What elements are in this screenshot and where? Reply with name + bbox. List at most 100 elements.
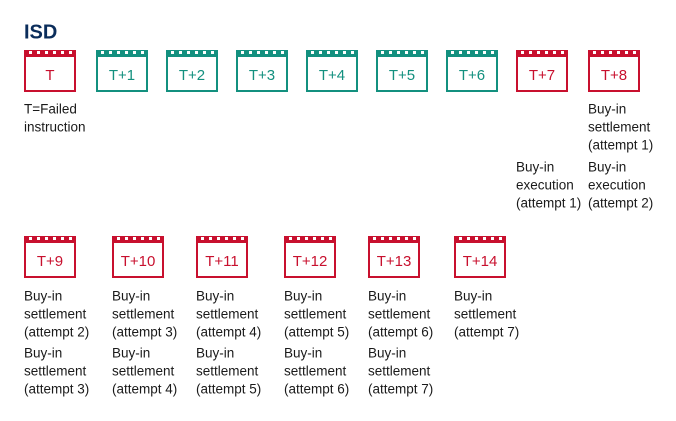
calendar-ring (125, 51, 128, 54)
day-label: T+1 (109, 67, 135, 84)
calendar-ring (29, 51, 32, 54)
calendar-ring (389, 51, 392, 54)
calendar-ring (233, 237, 236, 240)
calendar-ring (459, 237, 462, 240)
calendar-band (96, 50, 148, 57)
calendar-ring (521, 51, 524, 54)
note-line: (attempt 2) (588, 196, 653, 211)
calendar-band (516, 50, 568, 57)
calendar-ring (553, 51, 556, 54)
calendar-ring (61, 51, 64, 54)
calendar-ring (69, 51, 72, 54)
note-line: Buy-in (24, 289, 62, 304)
calendar-ring (373, 237, 376, 240)
note-line: Buy-in (196, 289, 234, 304)
note-line: (attempt 3) (112, 325, 177, 340)
note-line: settlement (284, 307, 347, 322)
calendar-ring (141, 51, 144, 54)
day-label: T+11 (205, 253, 239, 270)
calendar-ring (389, 237, 392, 240)
calendar-icon (454, 236, 506, 278)
day-label: T+7 (529, 67, 555, 84)
day-label: T+2 (179, 67, 205, 84)
calendar-ring (53, 237, 56, 240)
day-label: T (45, 67, 54, 84)
calendar-band (588, 50, 640, 57)
calendar-ring (625, 51, 628, 54)
calendar-ring (53, 51, 56, 54)
calendar-ring (141, 237, 144, 240)
note-line: Buy-in (454, 289, 492, 304)
calendar-ring (413, 237, 416, 240)
note-line: Buy-in (24, 346, 62, 361)
day-label: T+10 (121, 253, 156, 270)
calendar-ring (241, 237, 244, 240)
note-line: settlement (368, 364, 431, 379)
note-line: settlement (196, 364, 259, 379)
calendar-ring (187, 51, 190, 54)
note-line: T=Failed (24, 102, 77, 117)
calendar-icon (376, 50, 428, 92)
calendar-ring (617, 51, 620, 54)
note-line: (attempt 7) (368, 382, 433, 397)
calendar-ring (327, 51, 330, 54)
calendar-ring (319, 51, 322, 54)
calendar-ring (483, 237, 486, 240)
note-line: (attempt 2) (24, 325, 89, 340)
calendar-ring (265, 51, 268, 54)
calendar-ring (37, 51, 40, 54)
calendar-band (284, 236, 336, 243)
calendar-ring (467, 51, 470, 54)
calendar-ring (209, 237, 212, 240)
calendar-ring (171, 51, 174, 54)
note-line: (attempt 6) (284, 382, 349, 397)
calendar-band (376, 50, 428, 57)
note-line: settlement (24, 307, 87, 322)
calendar-ring (601, 51, 604, 54)
calendar-ring (45, 51, 48, 54)
day-label: T+5 (389, 67, 415, 84)
note-line: Buy-in (284, 346, 322, 361)
calendar-ring (241, 51, 244, 54)
note-line: settlement (196, 307, 259, 322)
calendar-ring (405, 237, 408, 240)
calendar-ring (381, 237, 384, 240)
calendar-ring (273, 51, 276, 54)
calendar-ring (201, 237, 204, 240)
note-line: Buy-in (112, 346, 150, 361)
calendar-ring (351, 51, 354, 54)
note-line: Buy-in (284, 289, 322, 304)
calendar-ring (609, 51, 612, 54)
calendar-ring (545, 51, 548, 54)
calendar-ring (381, 51, 384, 54)
note-line: (attempt 1) (516, 196, 581, 211)
calendar-ring (321, 237, 324, 240)
calendar-ring (29, 237, 32, 240)
calendar-ring (195, 51, 198, 54)
calendar-band (24, 50, 76, 57)
calendar-ring (413, 51, 416, 54)
calendar-ring (529, 51, 532, 54)
note-line: (attempt 3) (24, 382, 89, 397)
day-label: T+12 (293, 253, 328, 270)
calendar-ring (491, 51, 494, 54)
note-line: settlement (112, 307, 175, 322)
calendar-ring (203, 51, 206, 54)
note-line: execution (516, 178, 574, 193)
calendar-ring (37, 237, 40, 240)
calendar-ring (289, 237, 292, 240)
day-label: T+3 (249, 67, 275, 84)
calendar-icon (368, 236, 420, 278)
calendar-ring (257, 51, 260, 54)
day-label: T+6 (459, 67, 485, 84)
calendar-ring (249, 51, 252, 54)
note-line: execution (588, 178, 646, 193)
note-line: (attempt 7) (454, 325, 519, 340)
note-line: (attempt 5) (284, 325, 349, 340)
calendar-ring (451, 51, 454, 54)
calendar-ring (329, 237, 332, 240)
note-line: (attempt 4) (112, 382, 177, 397)
note-line: (attempt 5) (196, 382, 261, 397)
calendar-band (196, 236, 248, 243)
calendar-ring (225, 237, 228, 240)
